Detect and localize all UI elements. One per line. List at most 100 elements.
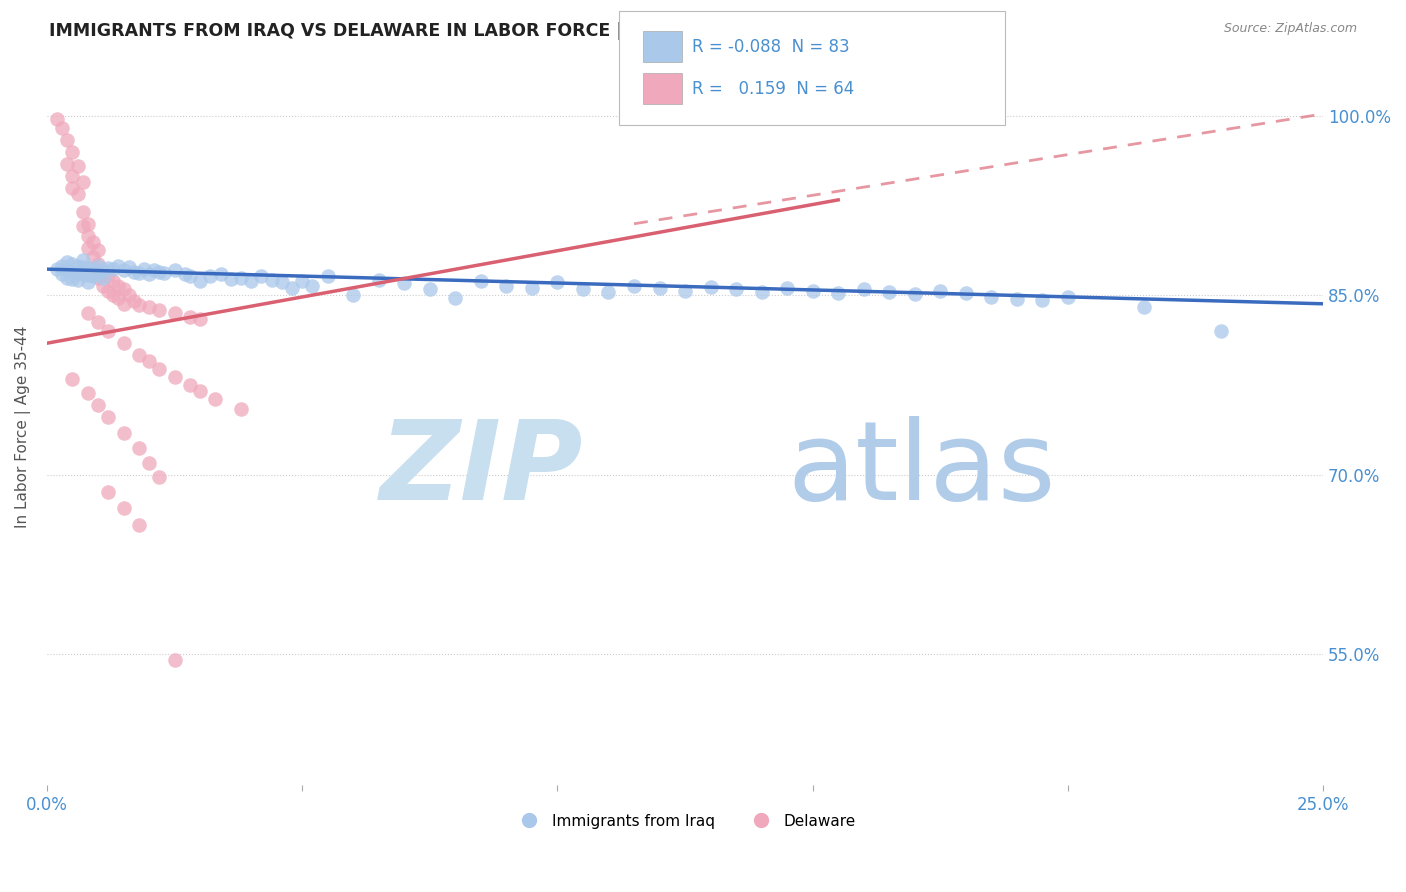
Point: [97, 324, 120, 338]
Point: [367, 273, 389, 287]
Point: [56, 133, 79, 147]
Point: [76, 217, 98, 231]
Point: [91, 270, 114, 285]
Point: [138, 456, 160, 470]
Point: [56, 255, 79, 269]
Point: [103, 274, 125, 288]
Point: [598, 285, 620, 299]
Point: [62, 181, 84, 195]
Point: [229, 270, 252, 285]
Point: [103, 288, 125, 302]
Point: [128, 298, 150, 312]
Point: [623, 278, 645, 293]
Point: [128, 442, 150, 456]
Point: [112, 336, 135, 351]
Point: [148, 264, 170, 278]
Point: [72, 219, 94, 234]
Point: [97, 284, 120, 298]
Point: [62, 372, 84, 386]
Point: [82, 262, 104, 277]
Point: [270, 275, 292, 289]
Point: [188, 312, 211, 326]
Point: [122, 264, 145, 278]
Point: [66, 186, 89, 201]
Point: [76, 386, 98, 401]
Point: [87, 257, 110, 271]
Point: [87, 259, 110, 273]
Point: [56, 263, 79, 277]
Point: [955, 286, 977, 301]
Point: [163, 369, 186, 384]
Point: [444, 291, 467, 305]
Point: [107, 278, 129, 293]
Point: [153, 266, 176, 280]
Point: [520, 281, 543, 295]
Text: atlas: atlas: [787, 417, 1056, 524]
Point: [91, 264, 114, 278]
Point: [97, 260, 120, 275]
Point: [725, 283, 748, 297]
Point: [240, 274, 263, 288]
Point: [87, 266, 110, 280]
Point: [229, 401, 252, 416]
Point: [572, 283, 595, 297]
Y-axis label: In Labor Force | Age 35-44: In Labor Force | Age 35-44: [15, 326, 31, 528]
Text: R = -0.088  N = 83: R = -0.088 N = 83: [692, 38, 849, 56]
Point: [82, 250, 104, 264]
Point: [46, 262, 69, 277]
Point: [62, 257, 84, 271]
Point: [179, 269, 201, 284]
Point: [72, 252, 94, 267]
Point: [316, 269, 339, 284]
Point: [51, 259, 73, 273]
Point: [291, 274, 314, 288]
Point: [904, 287, 927, 301]
Point: [1031, 293, 1053, 308]
Point: [546, 275, 568, 289]
Point: [495, 278, 517, 293]
Point: [138, 267, 160, 281]
Point: [72, 260, 94, 274]
Point: [107, 291, 129, 305]
Point: [72, 175, 94, 189]
Point: [301, 278, 323, 293]
Point: [62, 145, 84, 160]
Point: [51, 121, 73, 136]
Point: [82, 235, 104, 249]
Point: [76, 268, 98, 282]
Point: [148, 470, 170, 484]
Point: [128, 517, 150, 532]
Point: [419, 283, 441, 297]
Point: [76, 275, 98, 289]
Point: [76, 228, 98, 243]
Point: [76, 306, 98, 320]
Point: [751, 285, 773, 299]
Point: [929, 284, 952, 298]
Point: [112, 283, 135, 297]
Point: [112, 263, 135, 277]
Point: [112, 501, 135, 516]
Point: [1057, 290, 1080, 304]
Point: [91, 278, 114, 293]
Point: [250, 269, 273, 284]
Point: [66, 160, 89, 174]
Point: [163, 263, 186, 277]
Point: [342, 288, 364, 302]
Point: [132, 262, 155, 277]
Point: [673, 284, 696, 298]
Point: [76, 241, 98, 255]
Point: [76, 260, 98, 275]
Text: ZIP: ZIP: [380, 417, 583, 524]
Point: [62, 264, 84, 278]
Point: [82, 269, 104, 284]
Point: [87, 270, 110, 285]
Point: [852, 283, 875, 297]
Point: [699, 280, 721, 294]
Point: [91, 263, 114, 277]
Point: [173, 267, 195, 281]
Point: [87, 315, 110, 329]
Point: [394, 277, 416, 291]
Point: [209, 267, 232, 281]
Point: [188, 274, 211, 288]
Point: [179, 310, 201, 324]
